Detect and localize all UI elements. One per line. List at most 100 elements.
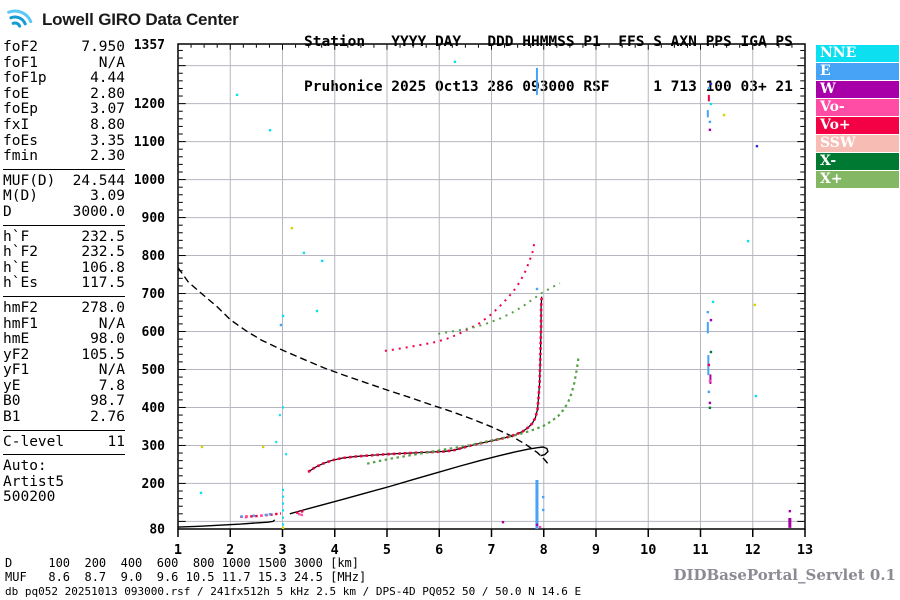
param-label: yF1 <box>3 362 30 379</box>
param-label: B0 <box>3 393 21 410</box>
muf-distance-row: D 100 200 400 600 800 1000 1500 3000 [km… <box>5 556 360 570</box>
autoscaling-info-line: 500200 <box>3 489 56 506</box>
param-label: M(D) <box>3 188 38 205</box>
series-o-second-hop <box>384 243 536 352</box>
param-row: h`Es 117.5 <box>3 276 125 292</box>
svg-text:11: 11 <box>692 542 708 558</box>
autoscaling-info-line: Artist5 <box>3 473 65 490</box>
param-value: 11 <box>107 433 125 450</box>
param-value: 3.35 <box>90 132 125 149</box>
station-header: Station YYYY DAY DDD HHMMSS P1 FFS S AXN… <box>304 5 793 110</box>
param-label: yF2 <box>3 346 30 363</box>
param-row: yF2 105.5 <box>3 346 125 364</box>
svg-text:900: 900 <box>142 211 166 226</box>
record-status-line: db pq052 20251013 093000.rsf / 241fx512h… <box>5 585 582 598</box>
panel-separator <box>3 295 125 297</box>
parameter-panel: foF2 7.950 foF1 N/A foF1p 4.44 foE 2.80 foEp 3.07… <box>3 39 125 506</box>
svg-text:4: 4 <box>331 542 339 558</box>
param-row: foE 2.80 <box>3 85 125 103</box>
station-header-row1: Station YYYY DAY DDD HHMMSS P1 FFS S AXN… <box>304 34 793 50</box>
legend-item-vo: Vo+ <box>816 117 899 134</box>
param-value: 4.44 <box>90 70 125 87</box>
legend-item-e: E <box>816 63 899 80</box>
x-axis-labels: 1 2 3 4 5 6 7 8 9 10 11 12 13 <box>174 542 813 558</box>
param-label: foEp <box>3 101 38 118</box>
legend-item-w: W <box>816 81 899 98</box>
param-value: 232.5 <box>81 228 125 245</box>
series-true-height-profile-e <box>177 519 276 528</box>
scatter-bars <box>275 67 792 529</box>
series-x-trace-echo <box>366 354 580 465</box>
y-axis-labels: 80 200 300 400 500 600 700 800 900 1000 1100 1200 13… <box>134 38 165 538</box>
svg-text:8: 8 <box>540 542 548 558</box>
param-row: fmin 2.30 <box>3 149 125 165</box>
panel-separator <box>3 454 125 456</box>
param-value: N/A <box>98 54 125 71</box>
param-row: B1 2.76 <box>3 409 125 426</box>
svg-text:6: 6 <box>435 542 443 558</box>
muf-values-row: MUF 8.6 8.7 9.0 9.6 10.5 11.7 15.3 24.5 … <box>5 570 367 584</box>
scatter-dots <box>199 60 792 530</box>
param-label: MUF(D) <box>3 172 56 189</box>
param-label: yE <box>3 377 21 394</box>
param-value: 98.0 <box>90 331 125 348</box>
svg-text:3: 3 <box>278 542 286 558</box>
param-row: foF1p 4.44 <box>3 71 125 87</box>
param-value: 232.5 <box>81 244 125 261</box>
panel-separator <box>3 429 125 431</box>
svg-text:800: 800 <box>142 249 166 264</box>
series-es-trace-2 <box>295 509 306 515</box>
param-row: D 3000.0 <box>3 204 125 221</box>
svg-text:1000: 1000 <box>134 173 165 188</box>
param-value: 278.0 <box>81 299 125 316</box>
param-row: yF1 N/A <box>3 363 125 379</box>
svg-text:12: 12 <box>745 542 761 558</box>
plot-grid <box>178 44 805 529</box>
svg-text:1357: 1357 <box>134 38 165 53</box>
series-x-second-hop <box>438 282 561 335</box>
svg-text:1: 1 <box>174 542 182 558</box>
svg-text:2: 2 <box>226 542 234 558</box>
svg-text:400: 400 <box>142 401 166 416</box>
legend-item-vo: Vo- <box>816 99 899 116</box>
svg-text:300: 300 <box>142 439 166 454</box>
param-row: C-level 11 <box>3 433 125 451</box>
param-value: 8.80 <box>90 116 125 133</box>
param-label: hmE <box>3 331 30 348</box>
param-label: hmF1 <box>3 315 38 332</box>
svg-text:7: 7 <box>487 542 495 558</box>
param-label: foEs <box>3 132 38 149</box>
svg-text:5: 5 <box>383 542 391 558</box>
param-label: h`Es <box>3 275 38 292</box>
param-row: h`F 232.5 <box>3 228 125 246</box>
param-value: 3.07 <box>90 101 125 118</box>
param-row: foF1 N/A <box>3 54 125 72</box>
series-true-height-profile-f <box>289 446 549 515</box>
svg-text:600: 600 <box>142 325 166 340</box>
svg-text:9: 9 <box>592 542 600 558</box>
brand-title: Lowell GIRO Data Center <box>42 10 239 29</box>
brand: Lowell GIRO Data Center <box>6 4 239 36</box>
panel-separator <box>3 224 125 226</box>
param-value: N/A <box>98 362 125 379</box>
svg-text:700: 700 <box>142 287 166 302</box>
param-value: 7.950 <box>81 39 125 55</box>
station-header-row2: Pruhonice 2025 Oct13 286 093000 RSF 1 71… <box>304 79 793 95</box>
svg-text:200: 200 <box>142 477 166 492</box>
legend-item-x: X- <box>816 153 899 170</box>
param-row: MUF(D) 24.544 <box>3 172 125 190</box>
param-value: 98.7 <box>90 393 125 410</box>
param-label: foF2 <box>3 39 38 55</box>
param-row: foEp 3.07 <box>3 102 125 118</box>
param-value: 105.5 <box>81 346 125 363</box>
param-row: M(D) 3.09 <box>3 189 125 205</box>
param-row: hmF2 278.0 <box>3 299 125 317</box>
param-label: foF1p <box>3 70 47 87</box>
param-label: hmF2 <box>3 299 38 316</box>
param-row: foF2 7.950 <box>3 39 125 56</box>
param-value: 2.80 <box>90 85 125 102</box>
param-row: B0 98.7 <box>3 394 125 410</box>
param-value: 3.09 <box>90 188 125 205</box>
autoscaling-info-line: Auto: <box>3 458 47 475</box>
